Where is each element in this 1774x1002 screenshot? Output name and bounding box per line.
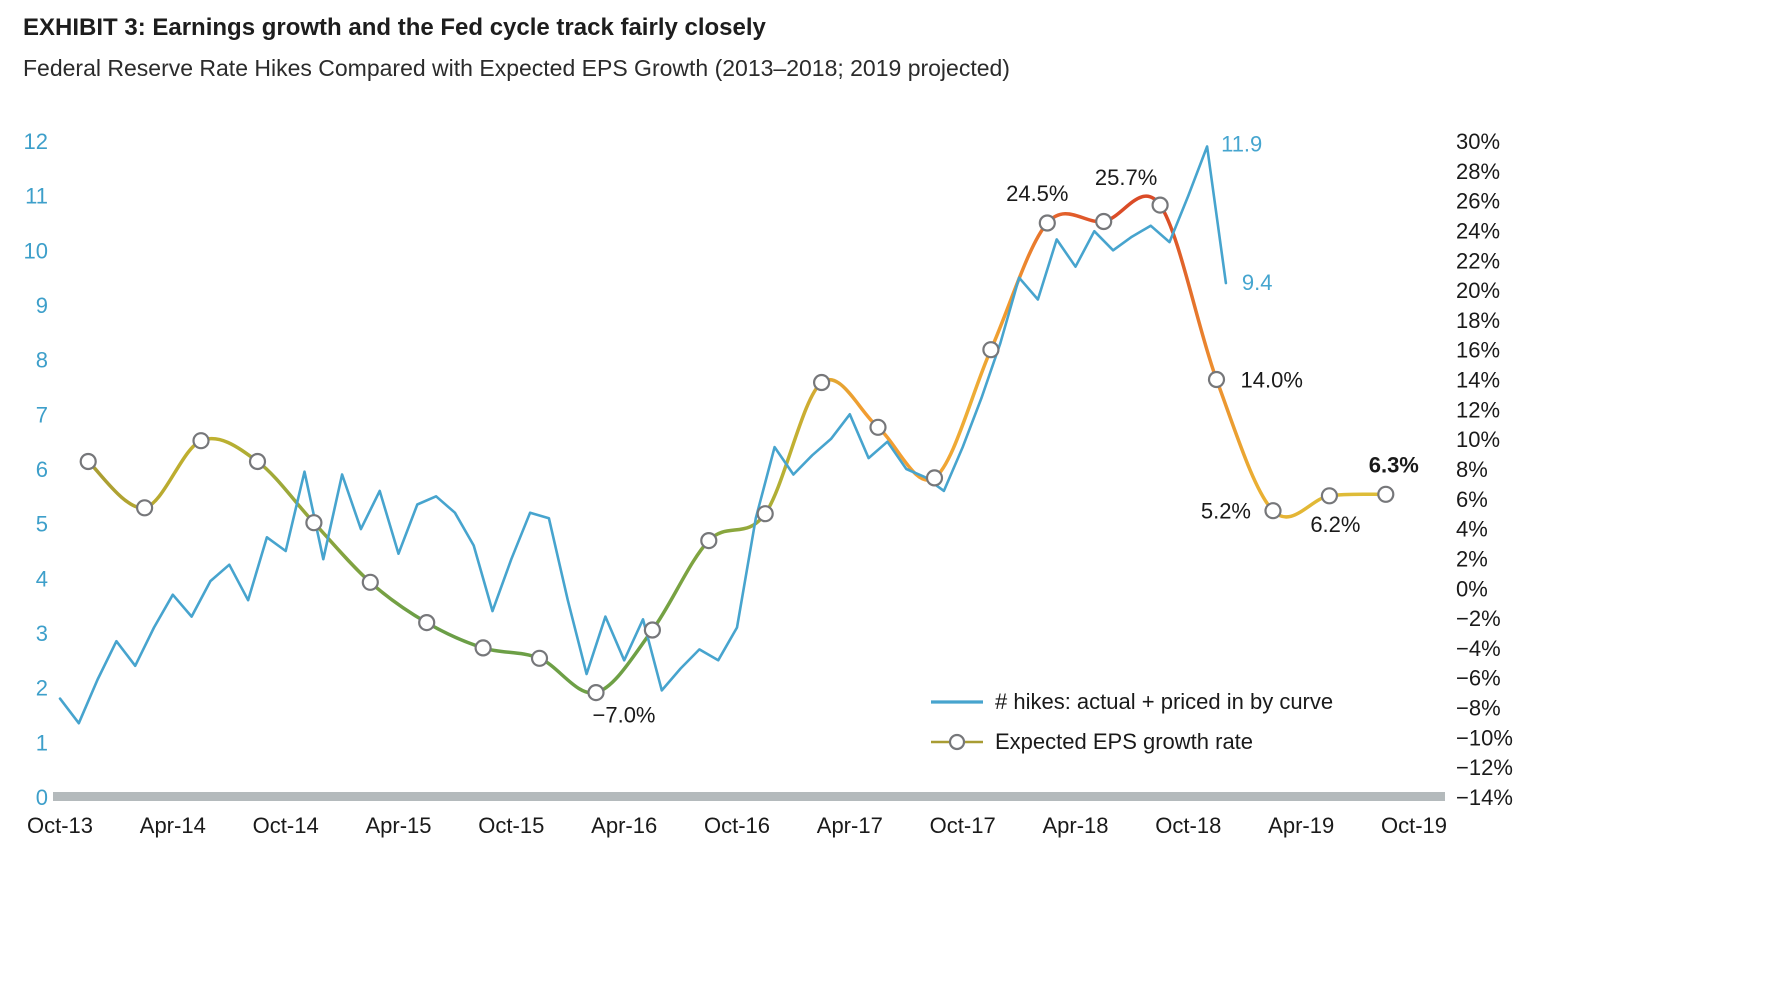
x-axis-tick-label: Oct-17 [930, 813, 996, 838]
eps-marker [700, 531, 718, 550]
right-axis-tick-label: 30% [1456, 129, 1500, 154]
x-axis-baseline [53, 792, 1445, 801]
legend-item-hikes: # hikes: actual + priced in by curve [930, 682, 1333, 722]
left-axis-tick-label: 4 [36, 566, 48, 591]
eps-marker [361, 573, 379, 591]
right-axis-tick-label: 2% [1456, 547, 1488, 572]
right-axis-tick-label: 14% [1456, 368, 1500, 393]
x-axis-tick-label: Oct-16 [704, 813, 770, 838]
x-axis-tick-label: Apr-17 [817, 813, 883, 838]
x-axis-tick-label: Apr-19 [1268, 813, 1334, 838]
legend-label-hikes: # hikes: actual + priced in by curve [995, 689, 1334, 714]
right-axis-tick-label: −2% [1456, 606, 1501, 631]
eps-marker [925, 469, 944, 487]
x-axis-tick-label: Apr-16 [591, 813, 657, 838]
eps-marker [1264, 502, 1282, 520]
right-axis-tick-label: 20% [1456, 278, 1500, 303]
eps-marker [1320, 487, 1339, 505]
eps-marker [1038, 214, 1056, 232]
left-axis-tick-label: 12 [24, 129, 48, 154]
exhibit-title: EXHIBIT 3: Earnings growth and the Fed c… [23, 14, 766, 41]
right-axis-tick-label: −10% [1456, 725, 1513, 750]
eps-marker [192, 432, 210, 450]
left-axis-tick-label: 5 [36, 512, 48, 537]
annotation-70: −7.0% [593, 703, 656, 728]
x-axis-tick-label: Oct-18 [1155, 813, 1221, 838]
right-axis-tick-label: −4% [1456, 636, 1501, 661]
right-axis-tick-label: 4% [1456, 517, 1488, 542]
right-axis-tick-label: 0% [1456, 576, 1488, 601]
right-axis-tick-label: 10% [1456, 427, 1500, 452]
right-axis-tick-label: 28% [1456, 159, 1500, 184]
hikes-line-swatch-icon [931, 700, 983, 704]
right-axis-tick-label: −6% [1456, 666, 1501, 691]
x-axis-tick-label: Oct-15 [478, 813, 544, 838]
hikes-line [58, 145, 1228, 725]
right-axis-tick-label: 18% [1456, 308, 1500, 333]
eps-marker [136, 499, 154, 517]
annotation-62: 6.2% [1310, 512, 1360, 537]
left-axis-tick-label: 7 [36, 402, 48, 427]
annotation-245: 24.5% [1006, 181, 1068, 206]
legend-item-eps: Expected EPS growth rate [930, 722, 1333, 762]
eps-marker [643, 621, 662, 639]
eps-marker [248, 452, 267, 471]
eps-marker [587, 683, 605, 702]
right-axis-tick-label: −8% [1456, 696, 1501, 721]
right-axis-tick-label: 8% [1456, 457, 1488, 482]
eps-marker [474, 639, 492, 657]
right-axis-tick-label: 16% [1456, 338, 1500, 363]
annotation-140: 14.0% [1241, 368, 1303, 393]
left-axis-tick-label: 3 [36, 621, 48, 646]
left-axis-tick-label: 8 [36, 348, 48, 373]
annotation-63: 6.3% [1369, 452, 1419, 477]
eps-marker [812, 373, 831, 392]
left-axis-tick-label: 2 [36, 676, 48, 701]
eps-marker [1377, 485, 1395, 503]
left-axis-tick-label: 11 [25, 184, 48, 209]
chart-legend: # hikes: actual + priced in by curve Exp… [930, 682, 1333, 762]
annotation-119: 11.9 [1221, 132, 1262, 157]
eps-marker [530, 649, 549, 667]
eps-marker [418, 613, 436, 632]
annotation-52: 5.2% [1201, 499, 1251, 524]
left-axis-tick-label: 9 [36, 293, 48, 318]
eps-marker [1207, 370, 1226, 389]
right-axis-tick-label: −12% [1456, 755, 1513, 780]
right-axis-tick-label: 26% [1456, 189, 1500, 214]
x-axis-tick-label: Oct-19 [1381, 813, 1447, 838]
x-axis-tick-label: Apr-18 [1042, 813, 1108, 838]
right-axis-tick-label: 6% [1456, 487, 1488, 512]
eps-marker [79, 452, 97, 471]
x-axis-tick-label: Oct-14 [253, 813, 319, 838]
eps-growth-line [87, 194, 1386, 695]
x-axis-tick-label: Apr-14 [140, 813, 206, 838]
left-axis-tick-label: 10 [24, 238, 48, 263]
left-axis-tick-label: 0 [36, 785, 48, 810]
eps-marker [756, 505, 774, 523]
eps-marker [982, 341, 1000, 359]
x-axis-tick-label: Apr-15 [365, 813, 431, 838]
exhibit-subtitle: Federal Reserve Rate Hikes Compared with… [23, 55, 1010, 81]
eps-marker [1151, 196, 1169, 214]
eps-marker [869, 418, 887, 436]
right-axis-tick-label: 22% [1456, 248, 1500, 273]
right-axis-tick-label: 24% [1456, 219, 1500, 244]
annotation-94: 9.4 [1242, 270, 1273, 295]
eps-line-swatch-icon [931, 733, 983, 751]
x-axis-tick-label: Oct-13 [27, 813, 93, 838]
eps-marker [305, 514, 323, 532]
right-axis-tick-label: −14% [1456, 785, 1513, 810]
legend-label-eps: Expected EPS growth rate [995, 729, 1254, 754]
eps-marker [1095, 212, 1113, 231]
left-axis-tick-label: 6 [36, 457, 48, 482]
left-axis-tick-label: 1 [36, 730, 48, 755]
right-axis-tick-label: 12% [1456, 397, 1500, 422]
annotation-257: 25.7% [1095, 165, 1157, 190]
chart-header: EXHIBIT 3: Earnings growth and the Fed c… [23, 14, 1010, 82]
